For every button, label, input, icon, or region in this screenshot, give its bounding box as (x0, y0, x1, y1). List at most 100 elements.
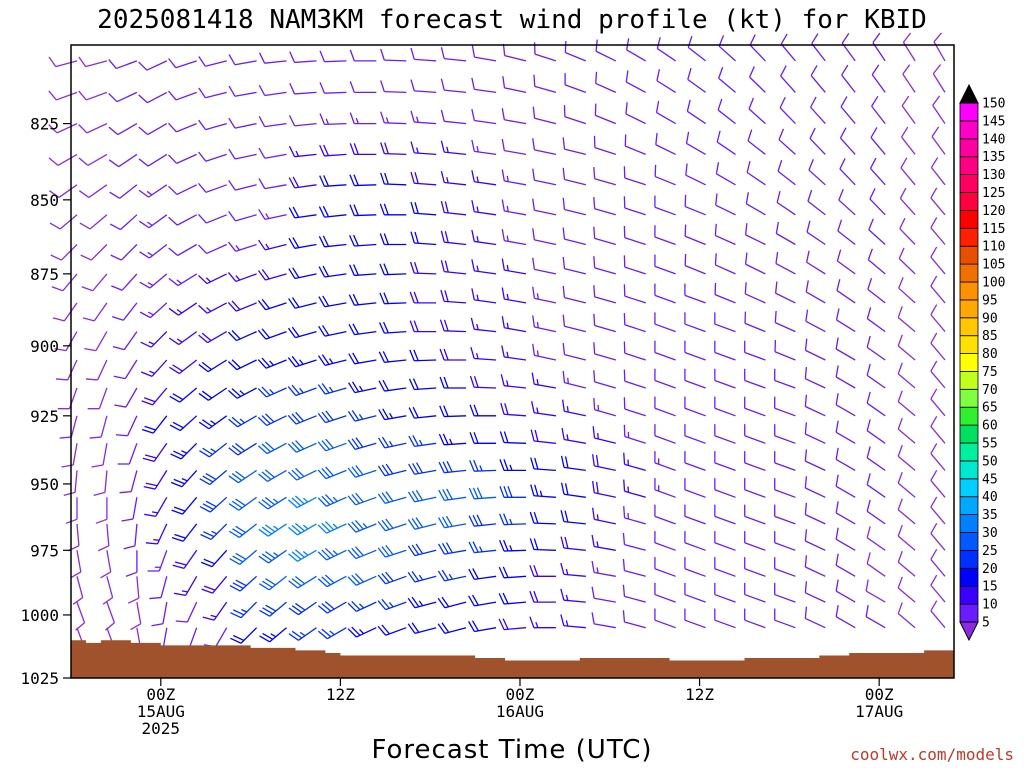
wind-barb (501, 169, 527, 186)
wind-barb (198, 302, 228, 314)
wind-barb (623, 397, 646, 417)
colorbar-swatch (959, 281, 979, 301)
wind-barb (63, 470, 78, 496)
wind-barb (714, 223, 736, 246)
wind-barb (409, 261, 437, 275)
wind-barb (499, 431, 527, 444)
wind-barb (835, 501, 856, 525)
wind-barb (123, 523, 138, 550)
wind-barb (112, 302, 138, 321)
wind-barb (744, 478, 766, 498)
colorbar-swatch (959, 120, 979, 140)
wind-barb (288, 206, 317, 219)
wind-barb (897, 362, 916, 389)
wind-barb (410, 79, 437, 94)
wind-barb (744, 340, 766, 361)
wind-barbs-layer (48, 32, 946, 657)
x-tick-label: 00Z (146, 685, 175, 704)
wind-barb (318, 235, 347, 248)
wind-barb (774, 424, 796, 444)
colorbar-label: 85 (982, 329, 998, 344)
wind-barb (81, 273, 108, 292)
wind-barb (898, 277, 916, 304)
wind-barb (780, 65, 796, 93)
wind-barb (468, 487, 497, 500)
wind-barb (655, 100, 676, 125)
wind-barb (654, 424, 676, 444)
wind-barb (930, 469, 946, 498)
colorbar-swatch (959, 138, 979, 158)
wind-barb (440, 109, 467, 125)
wind-barb (407, 517, 437, 530)
plot-area (48, 32, 955, 679)
wind-barb (835, 420, 856, 444)
wind-barb (625, 102, 646, 125)
wind-barb (348, 293, 377, 306)
wind-barb (317, 547, 347, 561)
wind-barb (259, 601, 287, 617)
wind-barb (228, 442, 257, 456)
wind-barb (108, 153, 138, 168)
wind-barb (869, 188, 886, 216)
y-tick-label: 850 (30, 191, 59, 210)
wind-barb (349, 81, 377, 94)
wind-barb (684, 582, 706, 603)
wind-barb (594, 103, 617, 125)
wind-barb (623, 225, 646, 246)
wind-barb (169, 359, 198, 375)
wind-barb (258, 549, 287, 564)
wind-barb (930, 415, 946, 444)
wind-barb (168, 153, 197, 164)
wind-barb (684, 531, 706, 551)
wind-barb (654, 396, 676, 417)
wind-barb (499, 539, 527, 552)
wind-barb (319, 113, 347, 126)
colorbar-label: 150 (982, 97, 1005, 112)
wind-barb (410, 201, 437, 216)
wind-barb (149, 576, 168, 600)
wind-barb (714, 557, 736, 577)
wind-barb (349, 112, 377, 125)
wind-barb (347, 520, 377, 533)
wind-barb (379, 292, 407, 305)
colorbar-swatch (959, 424, 979, 444)
wind-barb (257, 269, 287, 281)
colorbar-label: 65 (982, 401, 998, 416)
wind-barb (198, 182, 227, 193)
colorbar-label: 20 (982, 562, 998, 577)
wind-barb (287, 355, 317, 368)
wind-barb (78, 153, 108, 166)
wind-barb (349, 143, 377, 156)
wind-barb (932, 64, 946, 93)
wind-barb (774, 478, 796, 498)
wind-barb (718, 67, 736, 93)
wind-barb (78, 123, 108, 134)
wind-barb (139, 273, 168, 289)
wind-barb (48, 123, 78, 134)
wind-barb (378, 408, 407, 421)
wind-barb (835, 553, 856, 577)
wind-barb (623, 313, 646, 333)
wind-barb (835, 579, 856, 603)
wind-barb (469, 459, 497, 472)
wind-barb (175, 601, 198, 623)
wind-barb (471, 229, 497, 246)
wind-barb (288, 115, 317, 127)
wind-barb (835, 365, 856, 389)
wind-barb (498, 592, 527, 605)
wind-barb (804, 529, 826, 551)
wind-barb (169, 415, 198, 432)
x-tick-label: 16AUG (496, 702, 544, 721)
wind-barb (409, 291, 437, 304)
colorbar-swatch (959, 550, 979, 569)
wind-barb (110, 244, 138, 261)
wind-barb (147, 550, 168, 572)
wind-barb (228, 211, 257, 222)
wind-barb (531, 401, 556, 417)
wind-barb (591, 534, 616, 551)
wind-barb (202, 601, 228, 621)
wind-barb (562, 285, 586, 304)
colorbar-swatch (959, 478, 979, 498)
wind-barb (714, 451, 736, 472)
wind-barb (562, 370, 586, 389)
